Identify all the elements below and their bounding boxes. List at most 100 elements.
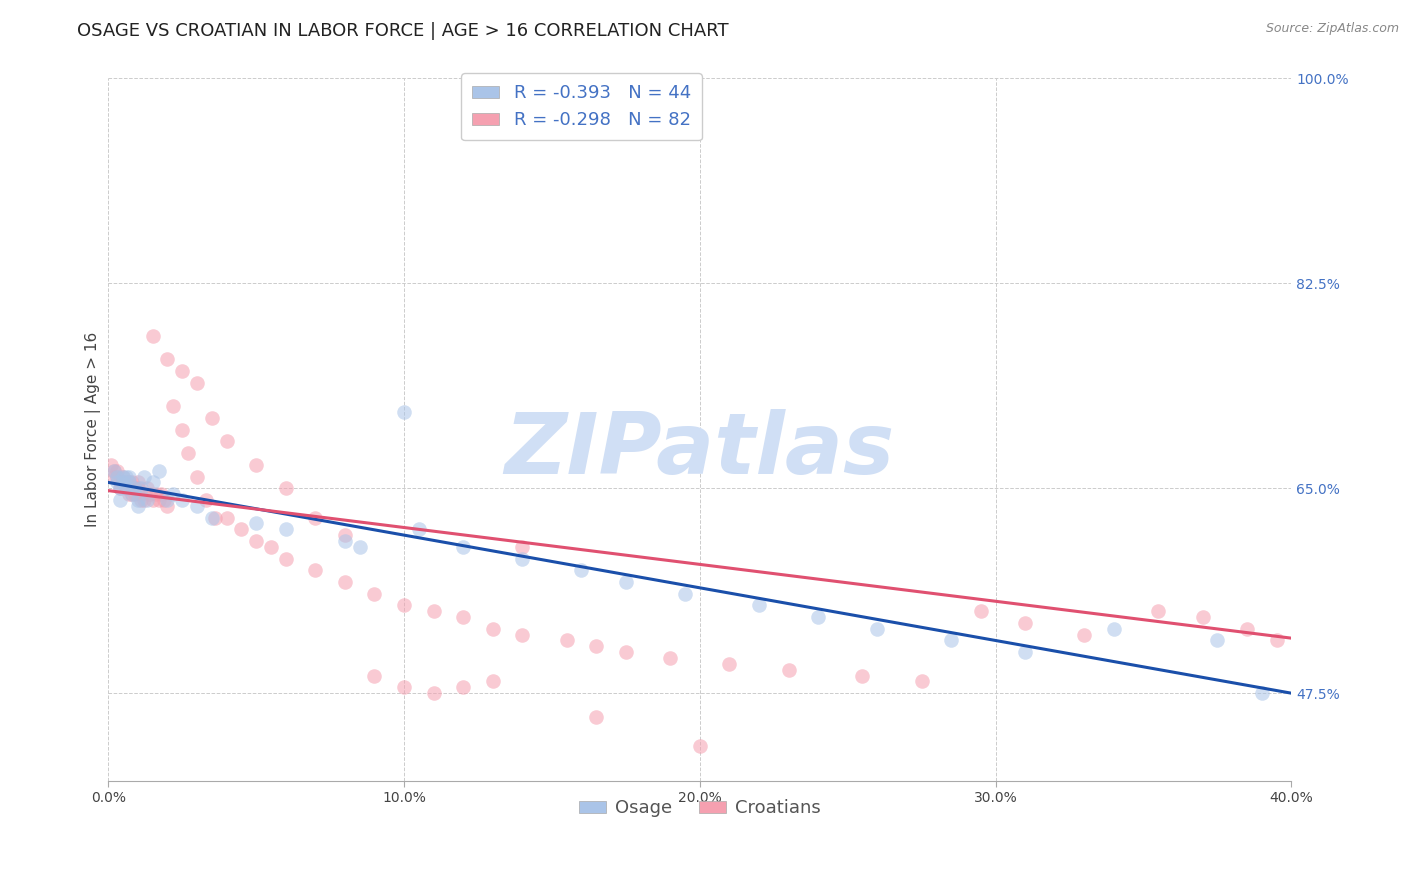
Point: [245, 458, 267, 472]
Point: [673, 587, 696, 601]
Point: [274, 551, 297, 566]
Point: [1147, 604, 1170, 618]
Point: [1250, 686, 1272, 700]
Point: [333, 533, 356, 548]
Point: [392, 405, 415, 419]
Point: [451, 610, 474, 624]
Point: [177, 446, 200, 460]
Point: [555, 633, 578, 648]
Point: [105, 475, 128, 490]
Point: [510, 627, 533, 641]
Point: [108, 481, 131, 495]
Point: [156, 493, 179, 508]
Point: [115, 475, 138, 490]
Point: [186, 499, 208, 513]
Point: [245, 516, 267, 531]
Point: [970, 604, 993, 618]
Point: [108, 493, 131, 508]
Point: [127, 499, 149, 513]
Point: [1014, 645, 1036, 659]
Point: [333, 528, 356, 542]
Point: [118, 475, 141, 490]
Point: [129, 493, 152, 508]
Point: [129, 487, 152, 501]
Point: [135, 481, 157, 495]
Point: [571, 563, 593, 577]
Point: [142, 329, 165, 343]
Point: [132, 469, 155, 483]
Point: [115, 481, 138, 495]
Point: [1236, 622, 1258, 636]
Point: [408, 522, 430, 536]
Point: [231, 522, 253, 536]
Point: [105, 469, 128, 483]
Point: [162, 400, 184, 414]
Point: [481, 622, 503, 636]
Point: [1191, 610, 1213, 624]
Point: [215, 434, 238, 449]
Point: [585, 709, 607, 723]
Point: [112, 475, 135, 490]
Point: [204, 510, 226, 524]
Point: [689, 739, 711, 753]
Point: [422, 604, 444, 618]
Text: Source: ZipAtlas.com: Source: ZipAtlas.com: [1265, 22, 1399, 36]
Point: [451, 681, 474, 695]
Point: [481, 674, 503, 689]
Point: [585, 640, 607, 654]
Point: [215, 510, 238, 524]
Text: ZIPatlas: ZIPatlas: [505, 409, 894, 492]
Point: [156, 352, 179, 367]
Point: [156, 499, 179, 513]
Point: [127, 475, 149, 490]
Point: [1073, 627, 1095, 641]
Point: [115, 469, 138, 483]
Point: [349, 540, 371, 554]
Point: [245, 533, 267, 548]
Point: [201, 411, 224, 425]
Point: [392, 599, 415, 613]
Y-axis label: In Labor Force | Age > 16: In Labor Force | Age > 16: [86, 332, 101, 527]
Point: [150, 487, 173, 501]
Point: [510, 540, 533, 554]
Point: [1265, 633, 1288, 648]
Point: [172, 493, 194, 508]
Point: [941, 633, 963, 648]
Point: [121, 475, 143, 490]
Point: [304, 510, 326, 524]
Point: [145, 487, 167, 501]
Point: [201, 510, 224, 524]
Point: [112, 469, 135, 483]
Point: [1102, 622, 1125, 636]
Point: [105, 469, 128, 483]
Point: [807, 610, 830, 624]
Point: [115, 481, 138, 495]
Point: [451, 540, 474, 554]
Point: [129, 481, 152, 495]
Point: [422, 686, 444, 700]
Point: [100, 458, 122, 472]
Point: [108, 481, 131, 495]
Point: [392, 681, 415, 695]
Point: [135, 493, 157, 508]
Point: [142, 493, 165, 508]
Point: [153, 493, 176, 508]
Point: [142, 475, 165, 490]
Point: [910, 674, 932, 689]
Point: [260, 540, 283, 554]
Point: [132, 493, 155, 508]
Point: [194, 493, 217, 508]
Point: [124, 487, 146, 501]
Point: [148, 493, 170, 508]
Point: [186, 376, 208, 390]
Point: [112, 469, 135, 483]
Point: [363, 587, 385, 601]
Point: [172, 423, 194, 437]
Point: [138, 487, 160, 501]
Point: [1206, 633, 1229, 648]
Point: [103, 469, 125, 483]
Point: [748, 599, 770, 613]
Point: [274, 481, 297, 495]
Point: [333, 574, 356, 589]
Point: [148, 464, 170, 478]
